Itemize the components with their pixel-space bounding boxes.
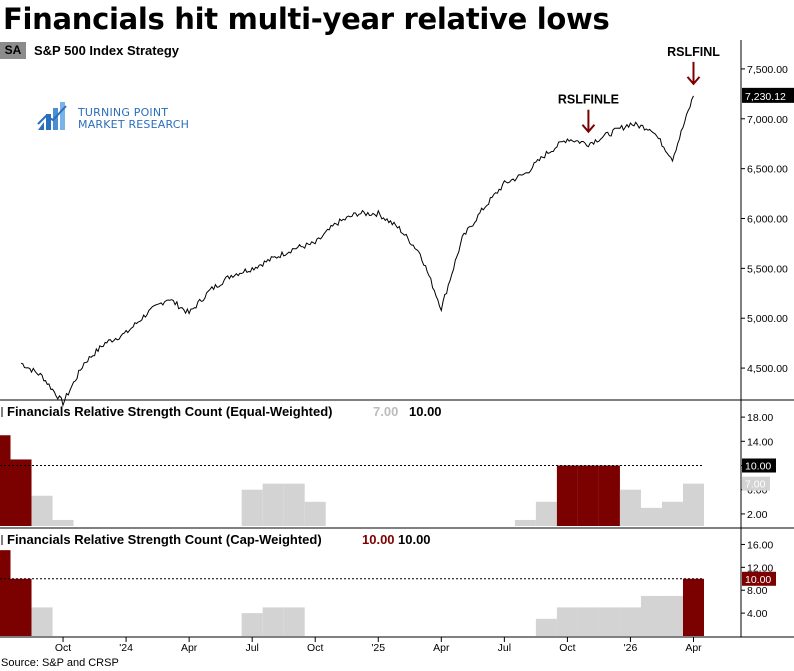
panel-title: Financials Relative Strength Count (Cap-… — [7, 532, 322, 547]
count-bar — [304, 501, 326, 526]
panel-legend-value: 10.00 — [362, 532, 395, 547]
last-value-tag — [742, 476, 770, 491]
signal-arrow-head-icon — [581, 124, 596, 134]
source-note: Source: S&P and CRSP — [1, 657, 119, 669]
count-bar — [577, 607, 599, 636]
count-bar — [556, 607, 578, 636]
count-bar — [241, 489, 263, 526]
panel-legend-value: 10.00 — [409, 404, 442, 419]
signal-arrow-head-icon — [686, 76, 701, 86]
x-tick-label: Jul — [245, 642, 258, 654]
x-tick-label: Apr — [685, 642, 702, 654]
count-bar — [619, 607, 641, 636]
symbol-name: S&P 500 Index Strategy — [34, 43, 179, 58]
panel-tick-label: 12.00 — [747, 562, 773, 574]
x-tick-label: '26 — [624, 642, 638, 654]
count-bar — [598, 607, 620, 636]
panel-tick-label: 8.00 — [747, 585, 768, 597]
x-tick-label: '24 — [119, 642, 133, 654]
panel-tick-label: 14.00 — [747, 436, 773, 448]
x-tick-label: Jul — [498, 642, 511, 654]
panel-tick-label: 16.00 — [747, 539, 773, 551]
panel-tick-label: 18.00 — [747, 412, 773, 424]
panel-legend-value: 10.00 — [398, 532, 431, 547]
count-bar — [577, 465, 599, 526]
price-tick-label: 4,500.00 — [747, 363, 788, 375]
chart-frame — [0, 40, 794, 638]
price-tick-label: 5,500.00 — [747, 263, 788, 275]
count-bar — [31, 607, 53, 636]
threshold-value-tag — [742, 458, 776, 473]
panel-title: Financials Relative Strength Count (Equa… — [7, 404, 333, 419]
count-bar — [535, 501, 557, 526]
count-bar — [241, 613, 263, 636]
panel-tick-label: 2.00 — [747, 509, 768, 521]
count-bar — [682, 578, 704, 636]
price-tick-label: 5,000.00 — [747, 313, 788, 325]
equal-weighted-panel: Financials Relative Strength Count (Equa… — [0, 404, 776, 526]
count-bar — [682, 483, 704, 526]
count-bar — [0, 435, 11, 526]
count-bar — [262, 483, 284, 526]
panel-tick-label: 4.00 — [747, 608, 768, 620]
x-tick-label: Apr — [433, 642, 450, 654]
count-bar — [556, 465, 578, 526]
threshold-value-tag — [742, 571, 776, 586]
logo-text-line2: MARKET RESEARCH — [78, 118, 190, 131]
count-bar — [640, 507, 662, 526]
x-tick-label: '25 — [371, 642, 385, 654]
price-tick-label: 6,500.00 — [747, 164, 788, 176]
cap-weighted-panel: Financials Relative Strength Count (Cap-… — [0, 532, 776, 636]
price-tick-label: 7,500.00 — [747, 64, 788, 76]
page-title: Financials hit multi-year relative lows — [3, 2, 610, 36]
count-bar — [661, 595, 683, 636]
price-panel: 4,500.00 5,000.00 5,500.00 6,000.00 6,500.00… — [20, 45, 794, 408]
count-bar — [10, 578, 32, 636]
count-bar — [10, 459, 32, 526]
price-series-line — [20, 95, 694, 408]
threshold-value-label: 10.00 — [745, 574, 771, 586]
threshold-value-label: 10.00 — [745, 461, 771, 473]
logo-text-line1: TURNING POINT — [78, 106, 169, 119]
count-bar — [514, 519, 536, 526]
last-value-label: 7.00 — [745, 479, 766, 491]
count-bar — [52, 519, 74, 526]
symbol-badge[interactable]: SA — [0, 42, 26, 59]
count-bar — [598, 465, 620, 526]
count-bar — [262, 607, 284, 636]
count-bar — [661, 501, 683, 526]
price-last-value-tag — [742, 87, 794, 103]
count-bar — [0, 550, 11, 636]
x-tick-label: Oct — [307, 642, 323, 654]
x-tick-label: Apr — [181, 642, 198, 654]
count-bar — [535, 618, 557, 636]
count-bar — [640, 595, 662, 636]
signal-annotation-label: RSLFINLE — [558, 93, 619, 107]
price-tick-label: 6,000.00 — [747, 214, 788, 226]
count-bar — [283, 483, 305, 526]
count-bar — [619, 489, 641, 526]
bar-chart-icon — [37, 102, 67, 130]
x-tick-label: Oct — [55, 642, 71, 654]
x-axis: Oct '24 Apr Jul Oct '25 Apr Jul Oct '26 Apr — [55, 637, 702, 654]
panel-legend-value: 7.00 — [373, 404, 398, 419]
price-last-value-label: 7,230.12 — [745, 91, 786, 103]
count-bar — [283, 607, 305, 636]
price-tick-label: 7,000.00 — [747, 114, 788, 126]
count-bar — [31, 495, 53, 526]
logo: TURNING POINT MARKET RESEARCH — [36, 100, 189, 139]
x-tick-label: Oct — [559, 642, 575, 654]
signal-annotation-label: RSLFINL — [667, 45, 720, 59]
